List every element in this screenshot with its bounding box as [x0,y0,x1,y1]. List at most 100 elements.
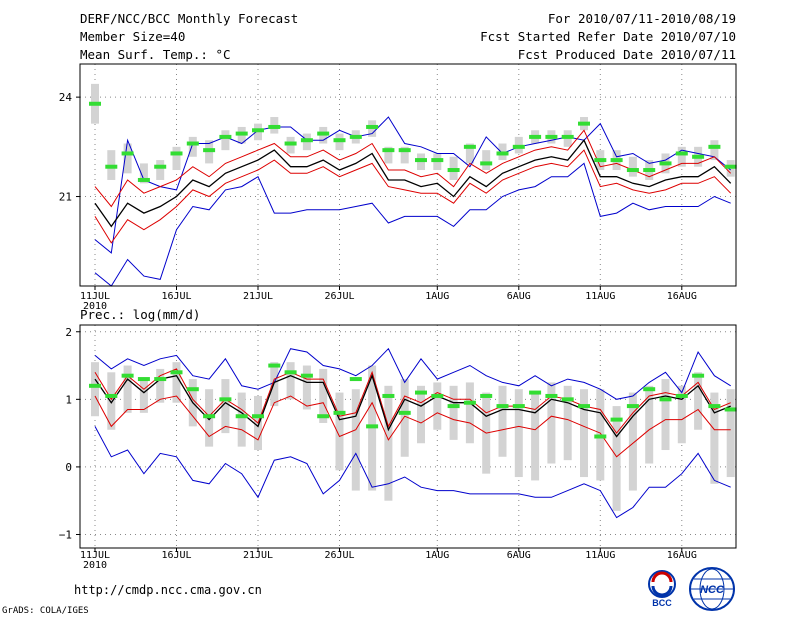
spread-box [123,143,132,174]
chart-panel-1: 11JUL 16JUL 21JUL 26JUL 1AUG 6AUG 11AUG 16AUG 20… [59,63,737,312]
observed-marker [137,377,150,382]
observed-marker [366,124,379,129]
observed-marker [89,383,101,388]
observed-marker [137,177,150,182]
observed-marker [692,154,705,159]
x-tick-label: 21JUL [243,550,273,561]
observed-marker [659,161,672,166]
ncc-logo-text: NCC [700,584,725,596]
observed-marker [219,397,232,402]
observed-marker [284,141,297,146]
spread-box [531,392,540,481]
spread-box [694,372,703,430]
chart-panel-2: 11JUL 16JUL 21JUL 26JUL 1AUG 6AUG 11AUG 16AUG20… [59,307,737,571]
observed-marker [300,138,313,143]
spread-box [172,362,181,403]
observed-marker [89,101,101,106]
observed-marker [675,151,688,156]
spread-box [710,140,719,161]
spread-box [677,385,686,444]
spread-box [449,385,458,440]
max-line [94,347,731,400]
x-tick-label: 6AUG [507,550,531,561]
observed-marker [578,121,590,126]
observed-marker [333,410,346,415]
observed-marker [252,128,264,133]
spread-box [384,385,393,501]
panel-title: Prec.: log(mm/d) [80,307,200,322]
observed-marker [382,393,395,398]
x-year-label: 2010 [83,560,107,571]
observed-marker [333,138,346,143]
lower-line [94,395,731,458]
observed-marker [496,151,509,156]
x-tick-label: 1AUG [425,550,449,561]
observed-marker [415,158,427,163]
spread-box [645,385,654,464]
observed-marker [268,363,281,368]
observed-marker [463,144,476,149]
observed-marker [724,407,737,412]
observed-marker [170,151,183,156]
upper-line [94,368,731,434]
spread-box [465,143,474,164]
observed-marker [545,134,558,139]
observed-marker [186,387,199,392]
x-tick-label: 11AUG [585,291,615,302]
observed-marker [366,424,379,429]
x-tick-label: 16JUL [161,550,191,561]
fcst-produced-date: Fcst Produced Date 2010/07/11 [517,47,736,62]
x-tick-label: 11JUL [80,291,110,302]
spread-box [123,365,132,413]
spread-box [482,150,491,171]
observed-marker [105,164,118,169]
spread-box [221,130,230,151]
spread-box [156,160,165,180]
spread-box [661,379,670,451]
spread-box [172,146,181,171]
observed-marker [724,164,737,169]
variable-label: Mean Surf. Temp.: °C [80,47,231,62]
observed-marker [284,370,297,375]
observed-marker [529,390,542,395]
x-tick-label: 11AUG [585,550,615,561]
observed-marker [431,158,444,163]
observed-marker [349,377,362,382]
observed-marker [545,393,558,398]
spread-box [91,362,99,417]
bcc-logo-text: BCC [652,598,672,608]
spread-box [400,379,409,457]
spread-box [498,385,507,457]
observed-marker [398,148,411,153]
min-line [94,162,731,287]
observed-marker [382,148,395,153]
observed-marker [170,370,183,375]
spread-box [384,146,393,164]
observed-marker [235,131,248,136]
observed-marker [529,134,542,139]
plot-frame [79,63,737,287]
observed-marker [594,158,607,163]
observed-marker [349,134,362,139]
forecast-period: For 2010/07/11-2010/08/19 [547,11,736,26]
y-tick-label: 21 [59,191,72,204]
spread-box [139,163,148,184]
fcst-started-date: Fcst Started Refer Date 2010/07/10 [480,29,736,44]
spread-box [547,382,556,464]
spread-box [335,392,344,471]
observed-marker [692,373,705,378]
observed-marker [512,404,525,409]
mean-line [94,373,731,438]
spread-box [156,368,165,403]
grads-credit: GrADS: COLA/IGES [2,606,89,616]
spread-box [563,385,572,461]
observed-marker [398,410,411,415]
x-tick-label: 1AUG [425,291,449,302]
observed-marker [610,158,623,163]
observed-marker [105,393,118,398]
spread-box [400,146,409,164]
plot-frame [79,324,737,549]
spread-box [465,382,474,444]
observed-marker [121,373,134,378]
x-tick-label: 21JUL [243,291,273,302]
